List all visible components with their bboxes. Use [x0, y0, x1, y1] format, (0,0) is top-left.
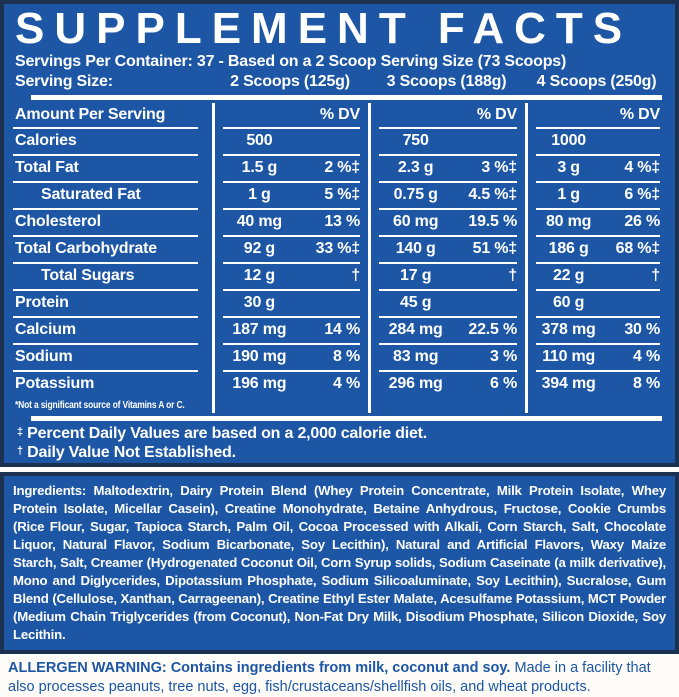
footnote-not-established: † Daily Value Not Established. [17, 444, 236, 461]
value-cell-2-scoops: 30 g [212, 289, 368, 316]
footnote-daily-values: ‡ Percent Daily Values are based on a 2,… [17, 425, 428, 442]
ingredients-label: Ingredients: [13, 483, 87, 498]
value-cell-3-scoops: 17 g † [368, 262, 525, 289]
divider-thick-top [31, 95, 662, 100]
row-label: Total Fat [11, 154, 212, 181]
vitamins-footnote: *Not a significant source of Vitamins A … [15, 399, 185, 411]
servings-per-container: Servings Per Container: 37 - Based on a … [15, 53, 567, 70]
header-dv-col3: % DV [525, 103, 668, 127]
supplement-facts-panel: SUPPLEMENT FACTS Servings Per Container:… [0, 0, 679, 467]
serving-size-row: Serving Size: 2 Scoops (125g) 3 Scoops (… [11, 72, 668, 92]
row-label: Total Sugars [11, 262, 212, 289]
value-cell-3-scoops: 140 g 51 %‡ [368, 235, 525, 262]
table-row: Total Sugars 12 g † 17 g † 22 g † [11, 262, 668, 289]
value-cell-2-scoops: 500 [212, 127, 368, 154]
value-cell-3-scoops: 60 mg 19.5 % [368, 208, 525, 235]
value-cell-2-scoops: 187 mg 14 % [212, 316, 368, 343]
double-dagger-symbol: ‡ [17, 426, 23, 438]
ingredients-panel: Ingredients: Maltodextrin, Dairy Protein… [0, 472, 679, 654]
value-cell-2-scoops: 196 mg 4 % [212, 370, 368, 397]
header-dv-col1: % DV [212, 103, 368, 127]
table-row: Calcium 187 mg 14 % 284 mg 22.5 % 378 mg 30… [11, 316, 668, 343]
value-cell-2-scoops: 92 g 33 %‡ [212, 235, 368, 262]
divider-thick-bottom [31, 416, 662, 421]
value-cell-4-scoops: 1000 [525, 127, 668, 154]
table-header-row: Amount Per Serving % DV % DV % DV [11, 103, 668, 127]
table-row: Cholesterol 40 mg 13 % 60 mg 19.5 % 80 mg 2… [11, 208, 668, 235]
value-cell-4-scoops: 110 mg 4 % [525, 343, 668, 370]
value-cell-3-scoops: 45 g [368, 289, 525, 316]
table-row: Protein 30 g 45 g 60 g [11, 289, 668, 316]
serving-size-4-scoops: 4 Scoops (250g) [536, 73, 657, 90]
row-label: Sodium [11, 343, 212, 370]
value-cell-3-scoops: 83 mg 3 % [368, 343, 525, 370]
value-cell-4-scoops: 186 g 68 %‡ [525, 235, 668, 262]
table-row: Total Carbohydrate 92 g 33 %‡ 140 g 51 %‡ … [11, 235, 668, 262]
row-label: Calcium [11, 316, 212, 343]
serving-size-3-scoops: 3 Scoops (188g) [386, 73, 507, 90]
row-label: Total Carbohydrate [11, 235, 212, 262]
allergen-warning: ALLERGEN WARNING: Contains ingredients f… [0, 654, 679, 697]
dagger-symbol: † [17, 445, 23, 457]
value-cell-3-scoops: 284 mg 22.5 % [368, 316, 525, 343]
value-cell-4-scoops: 394 mg 8 % [525, 370, 668, 397]
serving-size-label: Serving Size: [15, 73, 113, 90]
row-label: Protein [11, 289, 212, 316]
value-cell-2-scoops: 190 mg 8 % [212, 343, 368, 370]
row-label: Calories [11, 127, 212, 154]
value-cell-4-scoops: 80 mg 26 % [525, 208, 668, 235]
value-cell-2-scoops: 40 mg 13 % [212, 208, 368, 235]
allergen-warning-bold: ALLERGEN WARNING: Contains ingredients f… [8, 660, 511, 676]
ingredients-text: Maltodextrin, Dairy Protein Blend (Whey … [13, 483, 666, 642]
row-label: Potassium [11, 370, 212, 397]
value-cell-3-scoops: 296 mg 6 % [368, 370, 525, 397]
value-cell-2-scoops: 12 g † [212, 262, 368, 289]
value-cell-3-scoops: 0.75 g 4.5 %‡ [368, 181, 525, 208]
header-dv-col2: % DV [368, 103, 525, 127]
value-cell-4-scoops: 60 g [525, 289, 668, 316]
value-cell-3-scoops: 750 [368, 127, 525, 154]
page-title: SUPPLEMENT FACTS [15, 6, 633, 52]
table-footnote-row: *Not a significant source of Vitamins A … [11, 397, 668, 413]
ingredients-paragraph: Ingredients: Maltodextrin, Dairy Protein… [13, 482, 666, 644]
facts-table: Amount Per Serving % DV % DV % DV Calori… [11, 103, 668, 413]
row-label: Saturated Fat [11, 181, 212, 208]
serving-size-2-scoops: 2 Scoops (125g) [230, 73, 350, 90]
table-row: Calories 500 750 1000 [11, 127, 668, 154]
value-cell-4-scoops: 22 g † [525, 262, 668, 289]
row-label: Cholesterol [11, 208, 212, 235]
table-row: Potassium 196 mg 4 % 296 mg 6 % 394 mg 8 % [11, 370, 668, 397]
header-amount-per-serving: Amount Per Serving [15, 106, 166, 123]
value-cell-4-scoops: 378 mg 30 % [525, 316, 668, 343]
table-row: Sodium 190 mg 8 % 83 mg 3 % 110 mg 4 % [11, 343, 668, 370]
